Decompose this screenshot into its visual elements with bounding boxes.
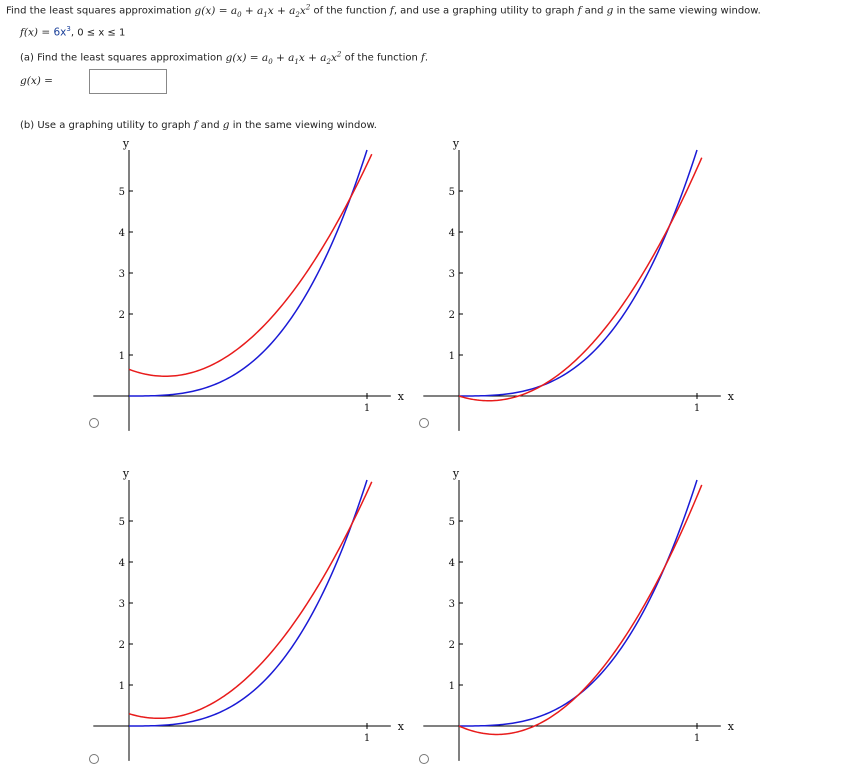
g-name-b: g <box>222 119 230 131</box>
part-a-text: (a) Find the least squares approximation <box>20 52 223 64</box>
part-a-label: (a) Find the least squares approximation… <box>20 50 429 66</box>
y-tick-label: 5 <box>119 187 125 198</box>
part-b-label: (b) Use a graphing utility to graph f an… <box>20 119 377 131</box>
y-tick-label: 2 <box>119 640 125 651</box>
option-3-radio[interactable] <box>89 754 99 764</box>
y-tick-label: 1 <box>119 351 125 362</box>
prompt-text-2: of the function <box>313 5 387 17</box>
fx-expression: 6x <box>53 26 67 39</box>
answer-input[interactable] <box>89 69 167 94</box>
g-curve <box>128 153 373 377</box>
y-tick-label: 5 <box>449 517 455 528</box>
y-tick-label: 1 <box>449 351 455 362</box>
y-tick-label: 3 <box>119 599 125 610</box>
f-curve <box>129 479 368 727</box>
x-axis-label: x <box>398 390 405 403</box>
x-tick-label: 1 <box>364 733 370 744</box>
y-tick-label: 4 <box>119 228 125 239</box>
prompt-text: Find the least squares approximation <box>6 5 192 17</box>
y-tick-label: 1 <box>119 681 125 692</box>
g-curve <box>458 484 703 736</box>
g-curve <box>458 157 703 402</box>
problem-statement: Find the least squares approximation g(x… <box>6 3 761 19</box>
y-axis-label: y <box>122 137 130 150</box>
y-tick-label: 4 <box>449 558 455 569</box>
part-b-and: and <box>200 120 220 131</box>
y-tick-label: 5 <box>449 187 455 198</box>
y-tick-label: 2 <box>119 310 125 321</box>
y-tick-label: 2 <box>449 640 455 651</box>
x-axis-label: x <box>728 390 735 403</box>
y-tick-label: 4 <box>449 228 455 239</box>
f-name-a: f <box>421 51 425 64</box>
g-expression-a: g(x) = a0 + a1x + a2x2 <box>225 50 342 66</box>
x-tick-label: 1 <box>694 733 700 744</box>
part-b-end: in the same viewing window. <box>232 120 377 131</box>
g-name: g <box>606 4 614 17</box>
graph-option-3: y x 1 2 3 4 5 1 <box>93 467 405 761</box>
y-tick-label: 5 <box>119 517 125 528</box>
g-expression: g(x) = a0 + a1x + a2x2 <box>194 3 311 19</box>
f-name-b: f <box>193 119 198 131</box>
y-tick-label: 3 <box>449 599 455 610</box>
x-tick-label: 1 <box>694 403 700 414</box>
y-axis-label: y <box>122 467 130 480</box>
y-axis-label: y <box>452 467 460 480</box>
y-tick-label: 4 <box>119 558 125 569</box>
f-curve <box>459 149 698 397</box>
g-curve <box>128 481 373 720</box>
y-tick-label: 1 <box>449 681 455 692</box>
y-tick-label: 2 <box>449 310 455 321</box>
answer-label: g(x) = <box>20 75 53 87</box>
function-definition: f(x) = 6x3, 0 ≤ x ≤ 1 <box>20 25 126 39</box>
prompt-and: and <box>584 5 604 17</box>
part-a-suffix: of the function <box>344 52 418 64</box>
f-name-2: f <box>577 4 582 17</box>
y-tick-label: 3 <box>119 269 125 280</box>
f-curve <box>459 479 698 727</box>
f-curve <box>129 149 368 397</box>
option-4-radio[interactable] <box>419 754 429 764</box>
option-1-radio[interactable] <box>89 418 99 428</box>
graph-option-4: y x 1 2 3 4 5 1 <box>423 467 735 761</box>
part-b-text: (b) Use a graphing utility to graph <box>20 120 191 131</box>
graph-option-1: y x 1 2 3 4 5 1 <box>93 137 405 431</box>
prompt-text-3: , and use a graphing utility to graph <box>393 5 575 17</box>
graph-option-2: y x 1 2 3 4 5 1 <box>423 137 735 431</box>
fx-domain: , 0 ≤ x ≤ 1 <box>70 27 126 39</box>
option-2-radio[interactable] <box>419 418 429 428</box>
x-axis-label: x <box>728 720 735 733</box>
f-name: f <box>389 4 394 17</box>
x-tick-label: 1 <box>364 403 370 414</box>
prompt-text-4: in the same viewing window. <box>616 5 761 17</box>
fx-label: f(x) = <box>20 26 54 39</box>
y-tick-label: 3 <box>449 269 455 280</box>
y-axis-label: y <box>452 137 460 150</box>
x-axis-label: x <box>398 720 405 733</box>
